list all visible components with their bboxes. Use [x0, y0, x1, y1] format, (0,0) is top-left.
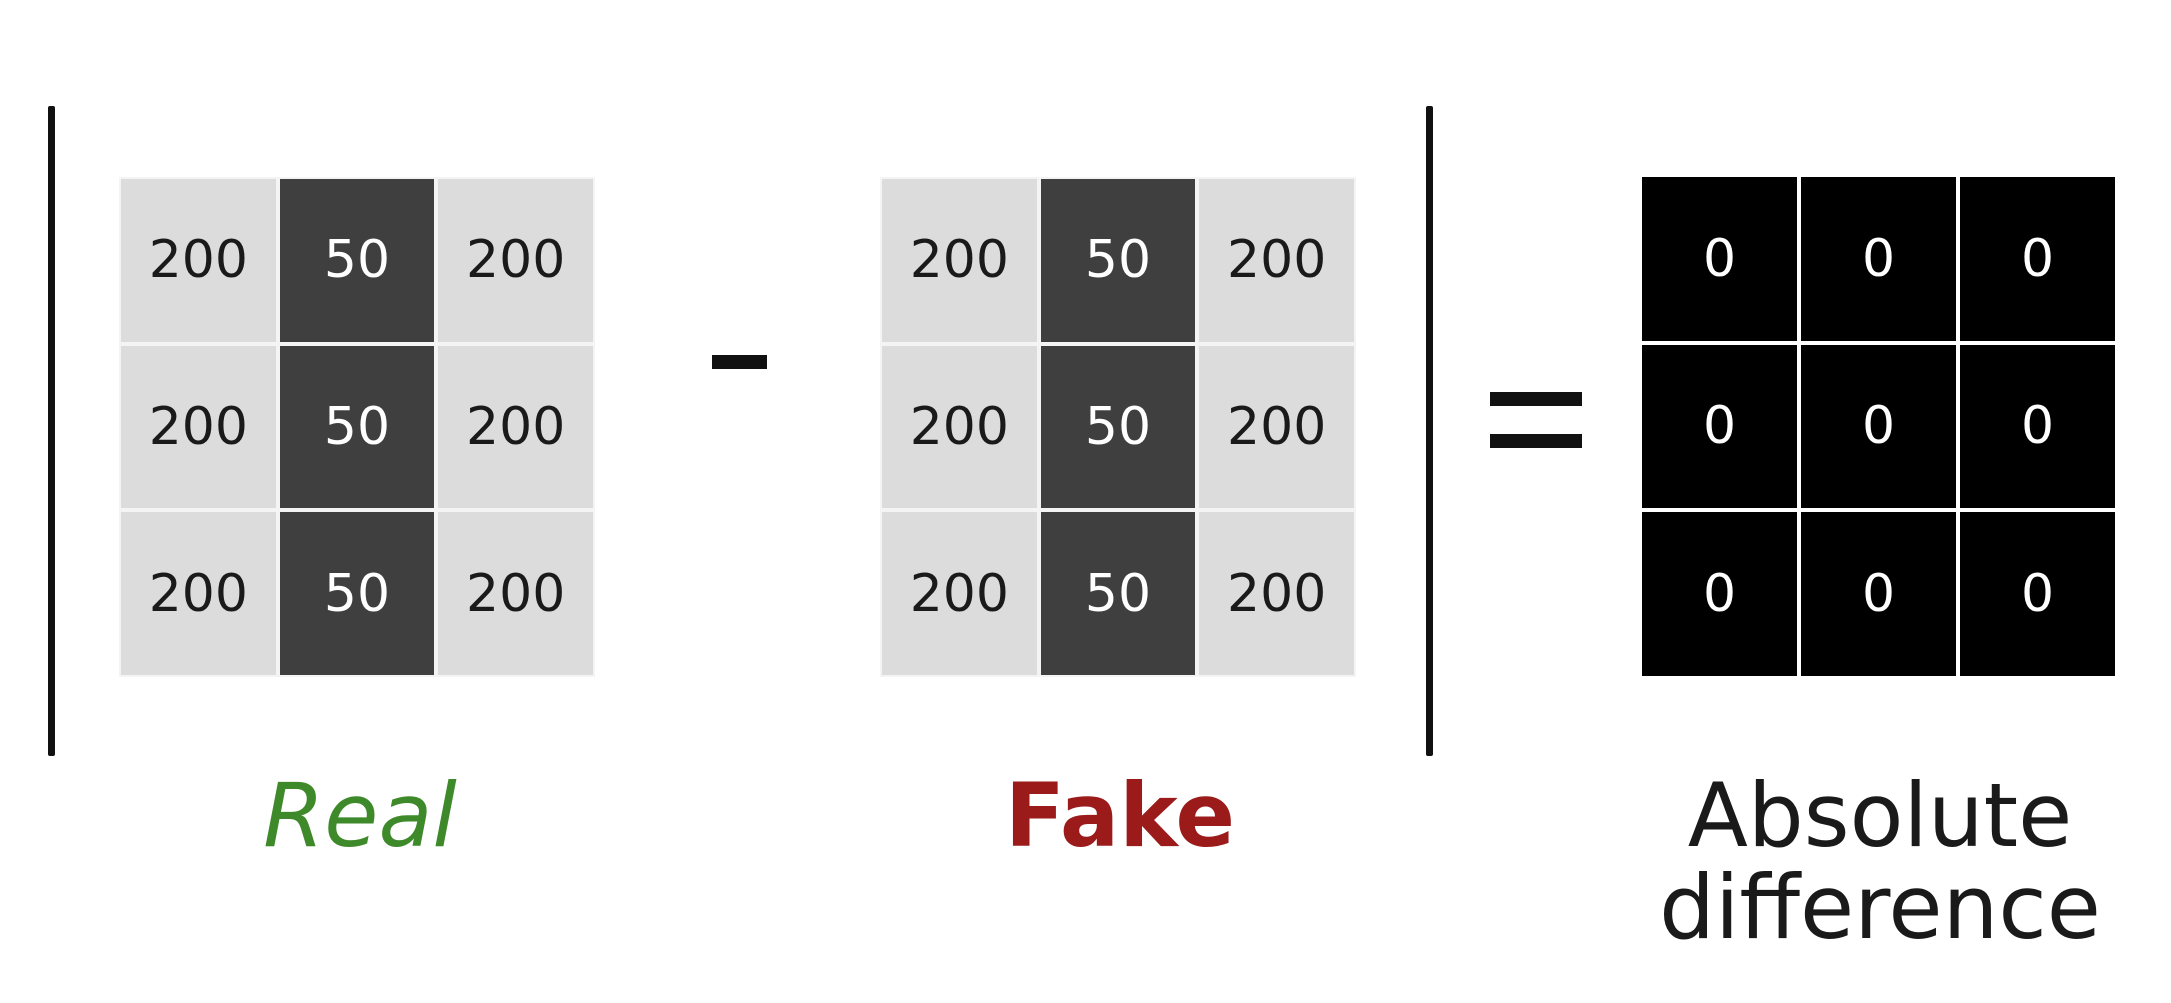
- real-cell-2-2: 200: [438, 512, 593, 675]
- diff-cell-2-0: 0: [1642, 512, 1797, 676]
- absolute-value-bar-left: [48, 106, 55, 756]
- fake-cell-0-2: 200: [1199, 179, 1354, 342]
- absolute-difference-label: Absolute difference: [1620, 769, 2140, 955]
- difference-matrix: 0 0 0 0 0 0 0 0 0: [1642, 177, 2115, 676]
- real-cell-1-1: 50: [279, 345, 435, 509]
- diff-cell-2-1: 0: [1801, 512, 1956, 676]
- minus-operator: [712, 355, 767, 369]
- diff-cell-0-2: 0: [1960, 177, 2115, 341]
- diff-cell-1-0: 0: [1642, 344, 1797, 509]
- fake-cell-1-2: 200: [1199, 345, 1354, 509]
- equals-operator-bottom-stroke: [1490, 434, 1582, 448]
- equals-operator-top-stroke: [1490, 392, 1582, 406]
- real-cell-2-1: 50: [279, 512, 435, 675]
- fake-cell-2-2: 200: [1199, 512, 1354, 675]
- diff-cell-1-2: 0: [1960, 344, 2115, 509]
- fake-cell-0-1: 50: [1040, 179, 1196, 342]
- absolute-difference-label-text: Absolute difference: [1659, 764, 2101, 960]
- diff-cell-0-0: 0: [1642, 177, 1797, 341]
- fake-label: Fake: [1004, 764, 1236, 867]
- fake-cell-2-1: 50: [1040, 512, 1196, 675]
- fake-matrix: 200 50 200 200 50 200 200 50 200: [880, 177, 1356, 677]
- real-cell-1-2: 200: [438, 345, 593, 509]
- real-cell-0-0: 200: [121, 179, 276, 342]
- real-cell-0-2: 200: [438, 179, 593, 342]
- real-cell-2-0: 200: [121, 512, 276, 675]
- fake-cell-1-0: 200: [882, 345, 1037, 509]
- fake-cell-1-1: 50: [1040, 345, 1196, 509]
- diff-cell-2-2: 0: [1960, 512, 2115, 676]
- real-cell-0-1: 50: [279, 179, 435, 342]
- diff-cell-0-1: 0: [1801, 177, 1956, 341]
- real-matrix: 200 50 200 200 50 200 200 50 200: [119, 177, 595, 677]
- fake-cell-2-0: 200: [882, 512, 1037, 675]
- fake-cell-0-0: 200: [882, 179, 1037, 342]
- absolute-value-bar-right: [1426, 106, 1433, 756]
- diff-cell-1-1: 0: [1801, 344, 1956, 509]
- real-label: Real: [263, 764, 457, 867]
- real-cell-1-0: 200: [121, 345, 276, 509]
